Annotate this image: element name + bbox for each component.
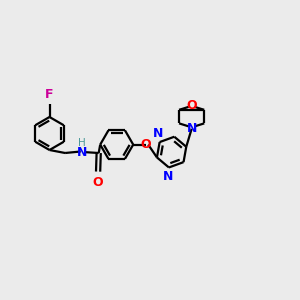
Text: N: N — [153, 127, 164, 140]
Text: N: N — [77, 146, 87, 159]
Text: F: F — [45, 88, 54, 101]
Text: N: N — [187, 122, 197, 135]
Text: O: O — [140, 138, 151, 151]
Text: O: O — [93, 176, 104, 189]
Text: N: N — [163, 170, 173, 183]
Text: H: H — [78, 138, 86, 148]
Text: O: O — [186, 99, 197, 112]
